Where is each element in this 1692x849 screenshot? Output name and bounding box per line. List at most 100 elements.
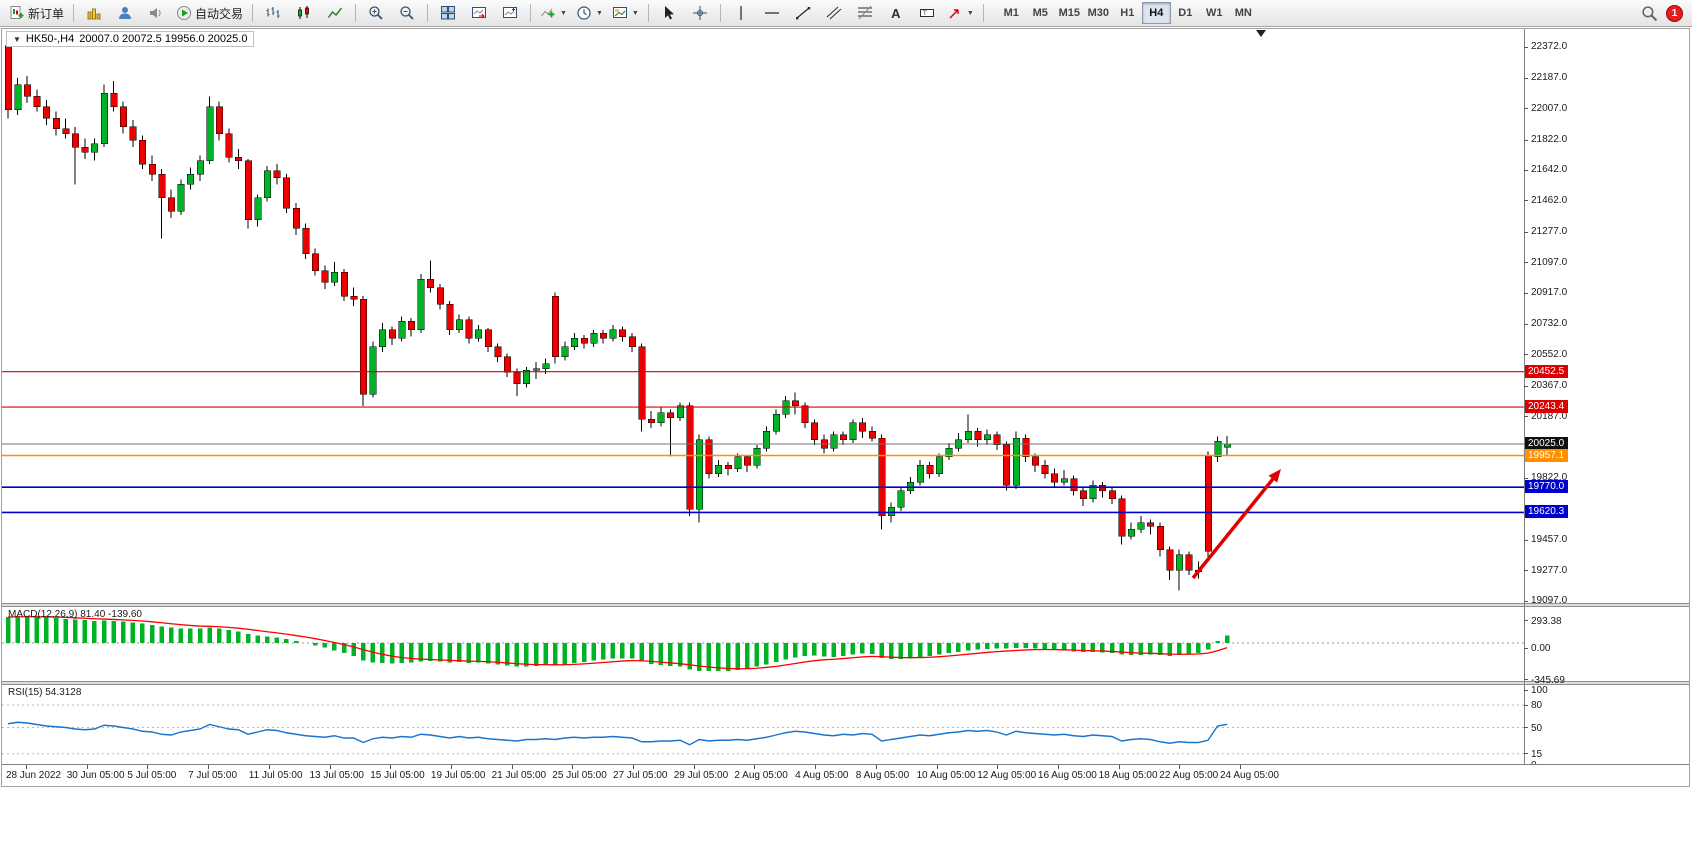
- line-chart-icon: [327, 7, 343, 18]
- ohlc-header: ▼ HK50-,H4 20007.0 20072.5 19956.0 20025…: [6, 31, 255, 47]
- macd-panel[interactable]: [2, 607, 1524, 681]
- horizontal-line-icon: [764, 12, 779, 14]
- tf-h1-button[interactable]: H1: [1120, 7, 1135, 19]
- chevron-down-icon: ▼: [631, 9, 639, 17]
- text-label-button[interactable]: T: [912, 1, 942, 25]
- profile-icon: [119, 7, 132, 19]
- tf-h4-button[interactable]: H4: [1141, 2, 1171, 24]
- clock-icon: [577, 6, 591, 20]
- collapse-triangle-icon[interactable]: ▼: [13, 34, 21, 44]
- panel-divider[interactable]: [2, 681, 1689, 685]
- tf-mn-button[interactable]: MN: [1234, 7, 1252, 19]
- toolbar-separator: [252, 4, 254, 22]
- price-chart[interactable]: [2, 29, 1524, 603]
- charts-icon: [87, 8, 101, 20]
- fibonacci-button[interactable]: [850, 1, 880, 25]
- tile-windows-button[interactable]: [433, 1, 463, 25]
- indicators-button[interactable]: ▼: [536, 1, 571, 25]
- line-chart-button[interactable]: [320, 1, 350, 25]
- toolbar-separator: [355, 4, 357, 22]
- arrow-tool-icon: [949, 9, 959, 19]
- tf-d1-button[interactable]: D1: [1178, 7, 1193, 19]
- bar-chart-icon: [266, 7, 280, 18]
- toolbar-separator: [982, 4, 984, 22]
- charts-button[interactable]: [79, 1, 109, 25]
- vertical-line-button[interactable]: [726, 1, 756, 25]
- zoom-in-button[interactable]: [361, 1, 391, 25]
- toolbar-separator: [427, 4, 429, 22]
- toolbar-separator: [530, 4, 532, 22]
- macd-signal-line: [7, 616, 1228, 670]
- label-icon: T: [919, 9, 934, 17]
- autotrading-icon: [177, 6, 192, 20]
- panel-divider[interactable]: [2, 603, 1689, 607]
- autotrading-label: 自动交易: [195, 6, 244, 21]
- trend-arrow: [1191, 469, 1281, 580]
- toolbar-right-group: 1: [1641, 4, 1687, 22]
- tile-windows-icon: [441, 6, 456, 20]
- toolbar-separator: [647, 4, 649, 22]
- bar-chart-button[interactable]: [258, 1, 288, 25]
- chevron-down-icon: ▼: [595, 9, 603, 17]
- chart-shift-icon: [503, 7, 518, 18]
- candles-layer: [4, 42, 1231, 591]
- candlestick-chart-icon: [298, 6, 309, 19]
- rsi-panel[interactable]: [2, 685, 1524, 764]
- autotrading-button[interactable]: 自动交易: [172, 1, 247, 25]
- trendline-button[interactable]: [788, 1, 818, 25]
- main-toolbar: 新订单 自动交易: [0, 0, 1692, 27]
- periods-button[interactable]: ▼: [572, 1, 607, 25]
- equidistant-channel-button[interactable]: [819, 1, 849, 25]
- new-order-button[interactable]: 新订单: [5, 1, 68, 25]
- chart-shift-marker[interactable]: [1256, 30, 1266, 37]
- crosshair-button[interactable]: [685, 1, 715, 25]
- symbol-period-label: HK50-,H4: [25, 33, 75, 45]
- speaker-icon: [150, 8, 161, 18]
- cursor-button[interactable]: [654, 1, 684, 25]
- search-icon[interactable]: [1641, 5, 1658, 22]
- fibonacci-icon: [857, 5, 872, 20]
- ohlc-values: 20007.0 20072.5 19956.0 20025.0: [79, 33, 248, 45]
- hlines-layer: [2, 371, 1524, 514]
- crosshair-icon: [692, 6, 707, 20]
- tf-w1-button[interactable]: W1: [1206, 7, 1223, 19]
- tf-m5-button[interactable]: M5: [1032, 7, 1048, 19]
- rsi-indicator-label: RSI(15) 54.3128: [8, 687, 82, 698]
- channel-icon: [826, 6, 842, 20]
- chart-shift-button[interactable]: [495, 1, 525, 25]
- tf-m30-button[interactable]: M30: [1087, 7, 1109, 19]
- svg-text:T: T: [923, 11, 927, 17]
- tf-m15-button[interactable]: M15: [1058, 7, 1080, 19]
- notification-badge[interactable]: 1: [1666, 4, 1683, 22]
- new-order-label: 新订单: [28, 6, 65, 21]
- timeframe-toolbar: M1 M5 M15 M30 H1 H4 D1 W1 MN: [997, 2, 1258, 24]
- cursor-icon: [664, 6, 674, 20]
- text-button[interactable]: A: [881, 1, 911, 25]
- time-axis[interactable]: 28 Jun 2022 30 Jun 05:00 5 Jul 05:00 7 Jul …: [2, 764, 1689, 786]
- chevron-down-icon: ▼: [560, 9, 567, 17]
- auto-scroll-icon: [472, 7, 487, 19]
- new-order-icon: [10, 6, 24, 19]
- candlestick-chart-button[interactable]: [289, 1, 319, 25]
- trendline-icon: [795, 7, 811, 20]
- alerts-button[interactable]: [141, 1, 171, 25]
- auto-scroll-button[interactable]: [464, 1, 494, 25]
- text-tool-icon: A: [891, 5, 901, 21]
- toolbar-separator: [73, 4, 75, 22]
- zoom-out-button[interactable]: [392, 1, 422, 25]
- toolbar-separator: [719, 4, 721, 22]
- arrows-button[interactable]: ▼: [943, 1, 978, 25]
- price-axis[interactable]: 22372.0 22187.0 22007.0 21822.0 21642.0 21462…: [1524, 29, 1690, 786]
- template-icon: [612, 7, 627, 18]
- rsi-line: [7, 721, 1228, 746]
- zoom-out-icon: [400, 6, 414, 20]
- tf-m1-button[interactable]: M1: [1003, 7, 1019, 19]
- templates-button[interactable]: ▼: [608, 1, 643, 25]
- indicators-icon: [541, 8, 555, 18]
- profile-button[interactable]: [110, 1, 140, 25]
- macd-indicator-label: MACD(12,26,9) 81.40 -139.60: [8, 609, 142, 620]
- macd-histogram: [5, 615, 1230, 672]
- chevron-down-icon: ▼: [966, 9, 974, 17]
- horizontal-line-button[interactable]: [757, 1, 787, 25]
- zoom-in-icon: [369, 6, 383, 20]
